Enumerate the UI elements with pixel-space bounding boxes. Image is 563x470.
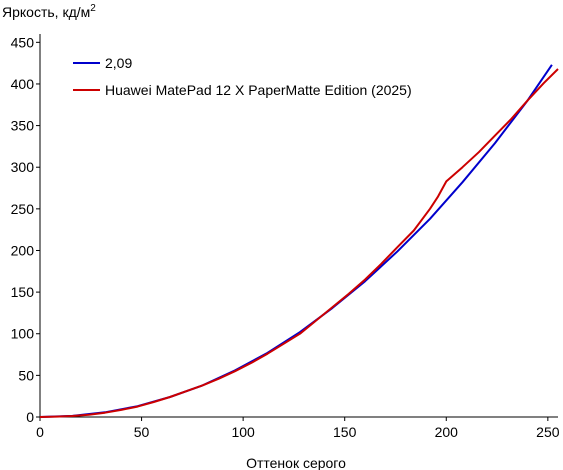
y-tick-label: 0: [26, 409, 34, 425]
axes: [39, 34, 558, 418]
y-axis-title: Яркость, кд/м2: [2, 3, 96, 20]
y-axis-title-superscript: 2: [90, 3, 96, 14]
x-tick-label: 150: [333, 424, 357, 440]
legend-label-2: Huawei MatePad 12 X PaperMatte Edition (…: [105, 82, 412, 98]
y-tick-label: 400: [11, 76, 35, 92]
y-tick-label: 250: [11, 201, 35, 217]
x-tick-label: 200: [435, 424, 459, 440]
series-line-2: [39, 68, 559, 418]
y-tick-label: 100: [11, 326, 35, 342]
x-axis-title: Оттенок серого: [246, 455, 346, 470]
ticks: 0 50 100 150 200 250 300 350 400 450 0 50 100 150 200 2…: [11, 34, 560, 440]
y-axis-title-text: Яркость, кд/м: [2, 4, 90, 20]
y-tick-label: 350: [11, 118, 35, 134]
y-tick-label: 300: [11, 159, 35, 175]
y-tick-label: 200: [11, 242, 35, 258]
y-tick-label: 450: [11, 34, 35, 50]
legend-label-1: 2,09: [105, 55, 132, 71]
y-tick-label: 150: [11, 284, 35, 300]
x-tick-label: 0: [36, 424, 44, 440]
x-tick-label: 100: [231, 424, 255, 440]
y-tick-label: 50: [18, 367, 34, 383]
legend: 2,09 Huawei MatePad 12 X PaperMatte Editi…: [73, 55, 412, 98]
x-tick-label: 250: [536, 424, 560, 440]
series-layer: [39, 64, 559, 418]
x-tick-label: 50: [134, 424, 150, 440]
series-line-1: [39, 64, 553, 418]
